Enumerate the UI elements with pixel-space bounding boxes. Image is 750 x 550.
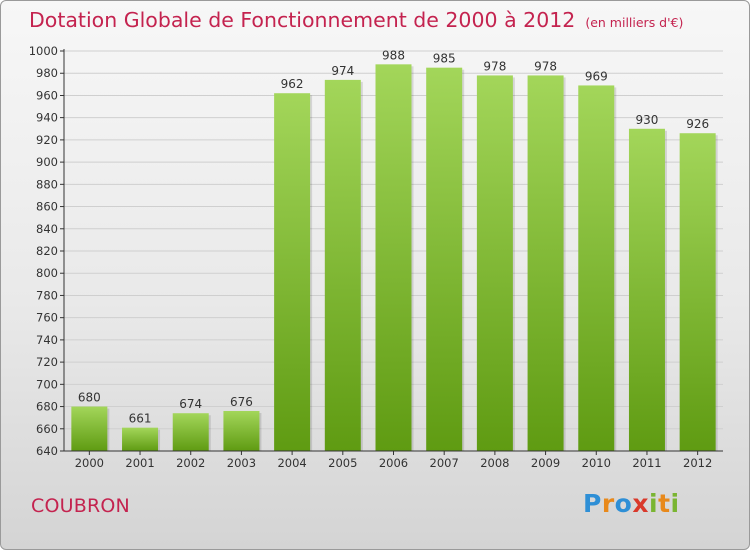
bar-value-label: 680 bbox=[78, 391, 101, 405]
bar-value-label: 969 bbox=[585, 69, 608, 83]
x-tick-label: 2003 bbox=[227, 456, 256, 470]
bar bbox=[223, 411, 260, 451]
x-tick-label: 2011 bbox=[632, 456, 661, 470]
bar-value-label: 674 bbox=[179, 397, 202, 411]
logo-letter: i bbox=[670, 489, 680, 518]
x-tick-label: 2005 bbox=[328, 456, 357, 470]
bar-value-label: 926 bbox=[686, 117, 709, 131]
logo-letter: o bbox=[614, 489, 633, 518]
logo-letter: x bbox=[632, 489, 649, 518]
x-tick-label: 2002 bbox=[176, 456, 205, 470]
bars bbox=[71, 64, 718, 452]
logo-letter: r bbox=[601, 489, 615, 518]
chart-unit-note: (en milliers d'€) bbox=[585, 15, 684, 30]
y-tick-label: 720 bbox=[36, 355, 58, 369]
y-tick-label: 760 bbox=[36, 311, 58, 325]
bar bbox=[122, 427, 159, 451]
y-tick-label: 1000 bbox=[29, 44, 58, 58]
y-tick-label: 780 bbox=[36, 288, 58, 302]
bar bbox=[71, 406, 108, 451]
y-tick-label: 640 bbox=[36, 444, 58, 458]
x-tick-label: 2004 bbox=[277, 456, 306, 470]
bar-value-label: 978 bbox=[534, 59, 557, 73]
bar bbox=[274, 93, 311, 451]
y-tick-label: 840 bbox=[36, 222, 58, 236]
logo-letter: i bbox=[649, 489, 659, 518]
bar bbox=[527, 75, 564, 451]
bar-value-label: 661 bbox=[129, 412, 152, 426]
x-tick-label: 2010 bbox=[582, 456, 611, 470]
x-tick-label: 2000 bbox=[75, 456, 104, 470]
x-tick-label: 2012 bbox=[683, 456, 712, 470]
logo-letter: P bbox=[583, 489, 602, 518]
commune-name: COUBRON bbox=[31, 495, 130, 517]
y-tick-label: 980 bbox=[36, 66, 58, 80]
bar bbox=[476, 75, 513, 451]
y-tick-label: 680 bbox=[36, 400, 58, 414]
y-tick-label: 820 bbox=[36, 244, 58, 258]
x-tick-label: 2001 bbox=[125, 456, 154, 470]
y-tick-label: 740 bbox=[36, 333, 58, 347]
y-tick-label: 800 bbox=[36, 266, 58, 280]
bar-value-label: 978 bbox=[483, 59, 506, 73]
bar-value-label: 988 bbox=[382, 48, 405, 62]
x-axis-ticks: 2000 2001 2002 2003 2004 2005 2006 2007 2008 2009… bbox=[75, 451, 712, 470]
x-tick-label: 2006 bbox=[379, 456, 408, 470]
y-tick-label: 960 bbox=[36, 88, 58, 102]
bar bbox=[679, 133, 716, 451]
chart-title-text: Dotation Globale de Fonctionnement de 20… bbox=[29, 8, 576, 32]
y-tick-label: 900 bbox=[36, 155, 58, 169]
y-tick-label: 660 bbox=[36, 422, 58, 436]
x-tick-label: 2007 bbox=[430, 456, 459, 470]
bar-value-label: 985 bbox=[433, 52, 456, 66]
bar bbox=[375, 64, 412, 452]
data-labels: 680 661 674 676 962 974 988 985 978 978 969 930 926 bbox=[78, 48, 709, 425]
bar-value-label: 962 bbox=[281, 77, 304, 91]
bar bbox=[426, 67, 463, 452]
bar bbox=[172, 413, 209, 451]
x-tick-label: 2008 bbox=[480, 456, 509, 470]
bar bbox=[324, 79, 361, 451]
logo-letter: t bbox=[658, 489, 671, 518]
y-tick-label: 920 bbox=[36, 133, 58, 147]
bar-value-label: 930 bbox=[636, 113, 659, 127]
y-tick-label: 880 bbox=[36, 177, 58, 191]
bar-value-label: 676 bbox=[230, 395, 253, 409]
y-tick-label: 700 bbox=[36, 377, 58, 391]
y-axis-ticks: 640 660 680 700 720 740 760 780 800 820 840 860 880 9… bbox=[29, 44, 64, 458]
y-tick-label: 860 bbox=[36, 200, 58, 214]
bar bbox=[628, 128, 665, 451]
y-tick-label: 940 bbox=[36, 111, 58, 125]
bar bbox=[578, 85, 615, 451]
x-tick-label: 2009 bbox=[531, 456, 560, 470]
bar-value-label: 974 bbox=[331, 64, 354, 78]
chart-title: Dotation Globale de Fonctionnement de 20… bbox=[29, 8, 683, 32]
proxiti-logo[interactable]: Proxiti bbox=[583, 489, 680, 518]
